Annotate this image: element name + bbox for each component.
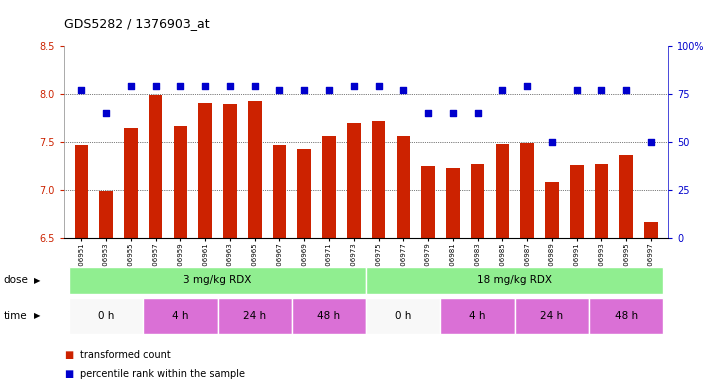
Bar bbox=[441, 298, 515, 334]
Text: 4 h: 4 h bbox=[469, 311, 486, 321]
Point bbox=[546, 139, 557, 145]
Bar bbox=[372, 121, 385, 238]
Text: 24 h: 24 h bbox=[540, 311, 564, 321]
Point bbox=[125, 83, 137, 89]
Point bbox=[249, 83, 260, 89]
Bar bbox=[515, 298, 589, 334]
Text: time: time bbox=[4, 311, 27, 321]
Point bbox=[373, 83, 384, 89]
Bar bbox=[545, 182, 559, 238]
Point bbox=[200, 83, 211, 89]
Text: ■: ■ bbox=[64, 369, 73, 379]
Bar bbox=[397, 136, 410, 238]
Bar bbox=[366, 267, 663, 294]
Point bbox=[224, 83, 235, 89]
Bar bbox=[292, 298, 366, 334]
Bar bbox=[69, 298, 143, 334]
Bar bbox=[100, 191, 113, 238]
Point bbox=[274, 87, 285, 93]
Point bbox=[646, 139, 657, 145]
Point bbox=[75, 87, 87, 93]
Bar bbox=[520, 143, 534, 238]
Text: 3 mg/kg RDX: 3 mg/kg RDX bbox=[183, 275, 252, 285]
Bar bbox=[69, 267, 366, 294]
Point bbox=[571, 87, 582, 93]
Point bbox=[621, 87, 632, 93]
Text: 4 h: 4 h bbox=[172, 311, 188, 321]
Bar bbox=[619, 154, 633, 238]
Bar bbox=[644, 222, 658, 238]
Bar bbox=[589, 298, 663, 334]
Text: 48 h: 48 h bbox=[317, 311, 341, 321]
Point bbox=[521, 83, 533, 89]
Point bbox=[422, 110, 434, 116]
Bar bbox=[272, 145, 287, 238]
Bar bbox=[446, 168, 460, 238]
Text: 48 h: 48 h bbox=[615, 311, 638, 321]
Text: 0 h: 0 h bbox=[395, 311, 412, 321]
Point bbox=[324, 87, 335, 93]
Point bbox=[397, 87, 409, 93]
Bar bbox=[347, 123, 360, 238]
Point bbox=[150, 83, 161, 89]
Point bbox=[497, 87, 508, 93]
Bar bbox=[322, 136, 336, 238]
Point bbox=[596, 87, 607, 93]
Bar bbox=[124, 127, 138, 238]
Bar bbox=[297, 149, 311, 238]
Text: 24 h: 24 h bbox=[243, 311, 267, 321]
Text: ▶: ▶ bbox=[34, 276, 41, 285]
Text: dose: dose bbox=[4, 275, 28, 285]
Point bbox=[472, 110, 483, 116]
Point bbox=[175, 83, 186, 89]
Bar bbox=[594, 164, 609, 238]
Bar bbox=[471, 164, 484, 238]
Bar bbox=[422, 166, 435, 238]
Text: ▶: ▶ bbox=[34, 311, 41, 320]
Bar bbox=[149, 95, 162, 238]
Bar bbox=[143, 298, 218, 334]
Bar bbox=[496, 144, 509, 238]
Text: transformed count: transformed count bbox=[80, 350, 171, 360]
Bar bbox=[570, 165, 584, 238]
Bar bbox=[366, 298, 441, 334]
Text: ■: ■ bbox=[64, 350, 73, 360]
Bar bbox=[198, 103, 212, 238]
Bar bbox=[173, 126, 187, 238]
Point bbox=[100, 110, 112, 116]
Text: 18 mg/kg RDX: 18 mg/kg RDX bbox=[477, 275, 552, 285]
Point bbox=[348, 83, 360, 89]
Bar bbox=[248, 101, 262, 238]
Point bbox=[447, 110, 459, 116]
Bar bbox=[75, 145, 88, 238]
Point bbox=[299, 87, 310, 93]
Bar bbox=[218, 298, 292, 334]
Text: percentile rank within the sample: percentile rank within the sample bbox=[80, 369, 245, 379]
Bar bbox=[223, 104, 237, 238]
Text: 0 h: 0 h bbox=[98, 311, 114, 321]
Text: GDS5282 / 1376903_at: GDS5282 / 1376903_at bbox=[64, 17, 210, 30]
